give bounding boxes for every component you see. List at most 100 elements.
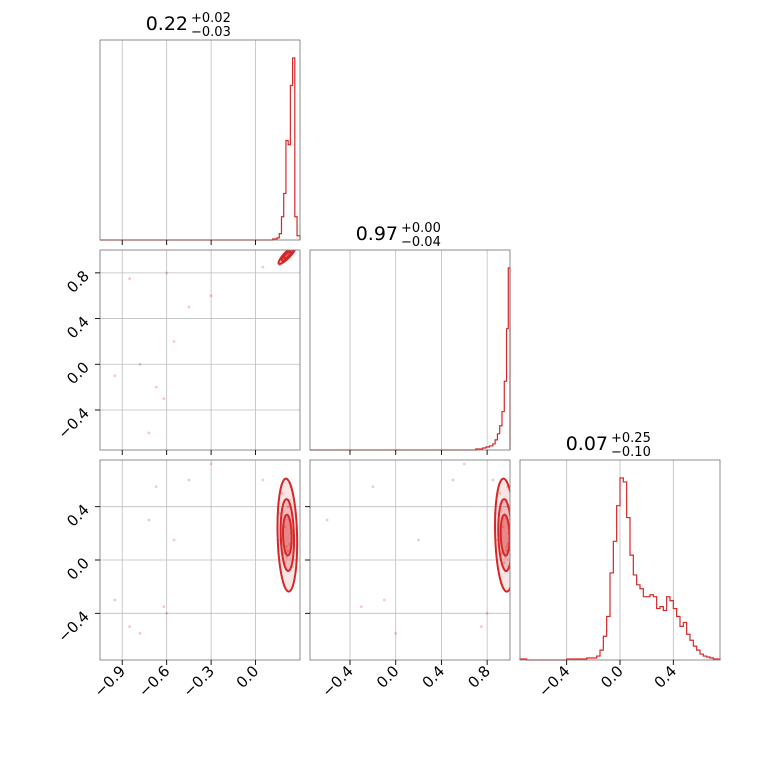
sample-point — [138, 362, 142, 366]
sample-point — [286, 505, 290, 509]
x-tick-label: −0.3 — [179, 662, 217, 700]
sample-cloud-layer — [113, 250, 510, 635]
sample-point — [462, 462, 466, 466]
sample-point — [162, 605, 166, 609]
histogram-bar — [504, 381, 506, 450]
sample-point — [283, 525, 287, 529]
histogram-bar — [687, 634, 690, 660]
histogram-bar — [600, 650, 603, 660]
sample-point — [498, 491, 502, 495]
histogram-bar — [647, 597, 650, 660]
histogram-bar — [607, 616, 610, 660]
histogram-bar — [603, 636, 606, 660]
sample-point — [480, 625, 483, 629]
sample-point — [154, 485, 158, 489]
contour-level — [282, 250, 292, 260]
sample-point — [286, 549, 290, 553]
sample-point — [325, 518, 329, 522]
sample-point — [280, 491, 284, 495]
sample-point — [261, 478, 265, 482]
histogram-bar — [295, 217, 297, 240]
sample-point — [187, 478, 191, 482]
histogram-bar — [610, 573, 613, 660]
sample-point — [502, 561, 506, 565]
scatter-samples-3-2 — [325, 462, 510, 635]
y-tick-label: −0.4 — [54, 404, 92, 442]
histogram-bar — [630, 555, 633, 660]
param-1-lower-error-label: −0.03 — [191, 25, 231, 40]
sample-point — [209, 294, 213, 298]
contour-level — [281, 513, 293, 557]
scatter-samples-2-1 — [113, 250, 296, 435]
sample-point — [501, 525, 505, 529]
sample-point — [417, 538, 420, 542]
sample-point — [147, 518, 151, 522]
contour-layer — [276, 250, 510, 593]
histogram-bar — [288, 145, 290, 240]
x-tick-label: −0.6 — [135, 662, 173, 700]
histogram-bar — [486, 447, 489, 450]
sample-point — [113, 374, 117, 378]
sample-point — [172, 340, 176, 343]
histogram-bar — [683, 622, 686, 660]
histogram-param-3-outline — [519, 477, 721, 661]
histogram-bar — [680, 626, 683, 660]
x-tick-label: 0.0 — [373, 662, 403, 692]
y-tick-label: −0.4 — [54, 607, 92, 645]
histogram-bar — [507, 329, 509, 450]
histogram-bar — [286, 141, 288, 240]
histogram-bar — [653, 597, 656, 660]
histogram-bar — [293, 58, 295, 240]
histogram-bar — [700, 654, 703, 660]
histogram-bar — [495, 440, 497, 450]
sample-point — [394, 631, 398, 635]
param-3-median-label: 0.07 — [566, 433, 608, 455]
y-tick-label: 0.8 — [63, 267, 93, 297]
histogram-bar — [640, 589, 643, 660]
histogram-bar — [623, 482, 626, 660]
sample-point — [172, 538, 176, 542]
histogram-bar — [660, 607, 663, 660]
data-mark-layer — [100, 57, 721, 661]
sample-point — [288, 542, 292, 546]
histogram-bar — [489, 446, 492, 450]
y-tick-label: 0.4 — [63, 313, 93, 343]
sample-point — [165, 611, 169, 615]
density-contours-2-1 — [277, 250, 298, 265]
histogram-bar — [663, 611, 666, 660]
x-tick-label: 0.4 — [419, 662, 449, 692]
sample-point — [285, 555, 289, 559]
contour-level — [499, 513, 510, 557]
histogram-bar — [677, 616, 680, 660]
histogram-bar — [620, 478, 623, 660]
histogram-bar — [290, 86, 292, 240]
x-tick-label: −0.4 — [318, 662, 356, 700]
histogram-bar — [500, 426, 502, 450]
y-tick-label: 0.0 — [63, 554, 93, 584]
sample-point — [113, 598, 117, 602]
sample-point — [451, 478, 455, 482]
histogram-bar — [650, 595, 653, 660]
sample-point — [485, 611, 489, 615]
param-1-upper-error-label: +0.02 — [191, 11, 231, 26]
y-tick-label: 0.4 — [63, 501, 93, 531]
param-1-median-label: 0.22 — [146, 13, 188, 35]
histogram-bar — [281, 217, 283, 240]
sample-point — [162, 397, 166, 400]
grid-layer — [100, 40, 674, 660]
histogram-bar — [657, 609, 660, 660]
histogram-bar — [633, 575, 636, 660]
tick-layer: −0.9 −0.6 −0.3 0.0 −0.4 0.0 0.4 0.8 −0.4 0.0 0.4 −0… — [54, 240, 680, 701]
sample-point — [128, 277, 132, 280]
density-contours-3-1 — [276, 477, 299, 593]
sample-point — [504, 555, 507, 559]
sample-point — [147, 431, 151, 435]
histogram-bar — [643, 597, 646, 660]
histogram-bar — [673, 609, 676, 660]
sample-point — [187, 305, 191, 309]
x-tick-label: −0.9 — [91, 662, 129, 700]
sample-point — [491, 478, 495, 482]
y-tick-label: 0.0 — [63, 358, 93, 388]
x-tick-label: 0.0 — [233, 662, 263, 692]
